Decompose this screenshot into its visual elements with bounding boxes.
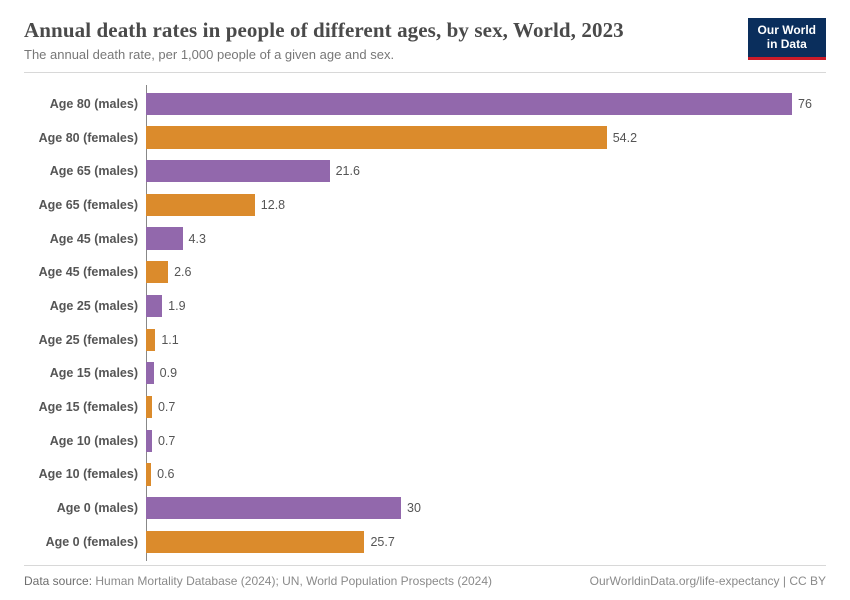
bar: 0.7 [146, 430, 152, 452]
bar-label: Age 65 (females) [24, 198, 146, 212]
bar-value: 0.6 [151, 467, 174, 481]
bar-value: 54.2 [607, 131, 637, 145]
bar-row: Age 25 (males)1.9 [24, 289, 826, 323]
bar-label: Age 10 (males) [24, 434, 146, 448]
bar-label: Age 0 (females) [24, 535, 146, 549]
bar-row: Age 80 (males)76 [24, 87, 826, 121]
bar-track: 1.9 [146, 289, 826, 323]
bar-label: Age 0 (males) [24, 501, 146, 515]
bar-row: Age 45 (males)4.3 [24, 222, 826, 256]
bar-track: 0.7 [146, 390, 826, 424]
bar-row: Age 0 (females)25.7 [24, 525, 826, 559]
bar-track: 0.6 [146, 458, 826, 492]
chart-container: Annual death rates in people of differen… [0, 0, 850, 600]
bar-row: Age 65 (females)12.8 [24, 188, 826, 222]
bar: 4.3 [146, 227, 183, 249]
bar-track: 54.2 [146, 121, 826, 155]
header: Annual death rates in people of differen… [24, 18, 826, 73]
bar-track: 1.1 [146, 323, 826, 357]
bar-label: Age 45 (females) [24, 265, 146, 279]
bar-row: Age 80 (females)54.2 [24, 121, 826, 155]
bar-label: Age 10 (females) [24, 467, 146, 481]
bar-track: 2.6 [146, 255, 826, 289]
bar-value: 12.8 [255, 198, 285, 212]
bar-track: 76 [146, 87, 826, 121]
source-text: Human Mortality Database (2024); UN, Wor… [95, 574, 492, 588]
bar: 1.9 [146, 295, 162, 317]
owid-logo: Our World in Data [748, 18, 826, 60]
bar-value: 30 [401, 501, 421, 515]
bar-label: Age 65 (males) [24, 164, 146, 178]
source-label: Data source: [24, 574, 92, 588]
bar-value: 2.6 [168, 265, 191, 279]
bar-track: 21.6 [146, 154, 826, 188]
bar: 76 [146, 93, 792, 115]
bar: 12.8 [146, 194, 255, 216]
bar-value: 25.7 [364, 535, 394, 549]
logo-line-1: Our World [758, 23, 816, 37]
bar-label: Age 15 (males) [24, 366, 146, 380]
bar-row: Age 10 (females)0.6 [24, 458, 826, 492]
bar-row: Age 45 (females)2.6 [24, 255, 826, 289]
bar: 0.7 [146, 396, 152, 418]
bar-label: Age 15 (females) [24, 400, 146, 414]
bar-track: 4.3 [146, 222, 826, 256]
bar-label: Age 25 (females) [24, 333, 146, 347]
bar-value: 21.6 [330, 164, 360, 178]
bar-track: 25.7 [146, 525, 826, 559]
footer: Data source: Human Mortality Database (2… [24, 565, 826, 588]
bar-row: Age 65 (males)21.6 [24, 154, 826, 188]
footer-attribution: OurWorldinData.org/life-expectancy | CC … [590, 574, 826, 588]
chart-title: Annual death rates in people of differen… [24, 18, 736, 43]
bar: 0.6 [146, 463, 151, 485]
bar-value: 4.3 [183, 232, 206, 246]
bar: 21.6 [146, 160, 330, 182]
bar: 25.7 [146, 531, 364, 553]
title-block: Annual death rates in people of differen… [24, 18, 736, 62]
footer-source: Data source: Human Mortality Database (2… [24, 574, 492, 588]
bar-value: 0.7 [152, 400, 175, 414]
bar-value: 0.9 [154, 366, 177, 380]
chart-area: Age 80 (males)76Age 80 (females)54.2Age … [24, 87, 826, 559]
bar-track: 0.9 [146, 357, 826, 391]
bar: 54.2 [146, 126, 607, 148]
chart-subtitle: The annual death rate, per 1,000 people … [24, 47, 736, 62]
bar-row: Age 15 (males)0.9 [24, 357, 826, 391]
bar: 0.9 [146, 362, 154, 384]
bar-value: 1.1 [155, 333, 178, 347]
bar-row: Age 0 (males)30 [24, 491, 826, 525]
bar-label: Age 25 (males) [24, 299, 146, 313]
bar-track: 0.7 [146, 424, 826, 458]
bar-row: Age 25 (females)1.1 [24, 323, 826, 357]
bar-value: 0.7 [152, 434, 175, 448]
bar-label: Age 45 (males) [24, 232, 146, 246]
bar-row: Age 10 (males)0.7 [24, 424, 826, 458]
bar-track: 30 [146, 491, 826, 525]
logo-line-2: in Data [758, 37, 816, 51]
bar-value: 76 [792, 97, 812, 111]
bar-track: 12.8 [146, 188, 826, 222]
bar-value: 1.9 [162, 299, 185, 313]
bar: 1.1 [146, 329, 155, 351]
bar: 30 [146, 497, 401, 519]
bar: 2.6 [146, 261, 168, 283]
bar-row: Age 15 (females)0.7 [24, 390, 826, 424]
bar-label: Age 80 (females) [24, 131, 146, 145]
bar-label: Age 80 (males) [24, 97, 146, 111]
